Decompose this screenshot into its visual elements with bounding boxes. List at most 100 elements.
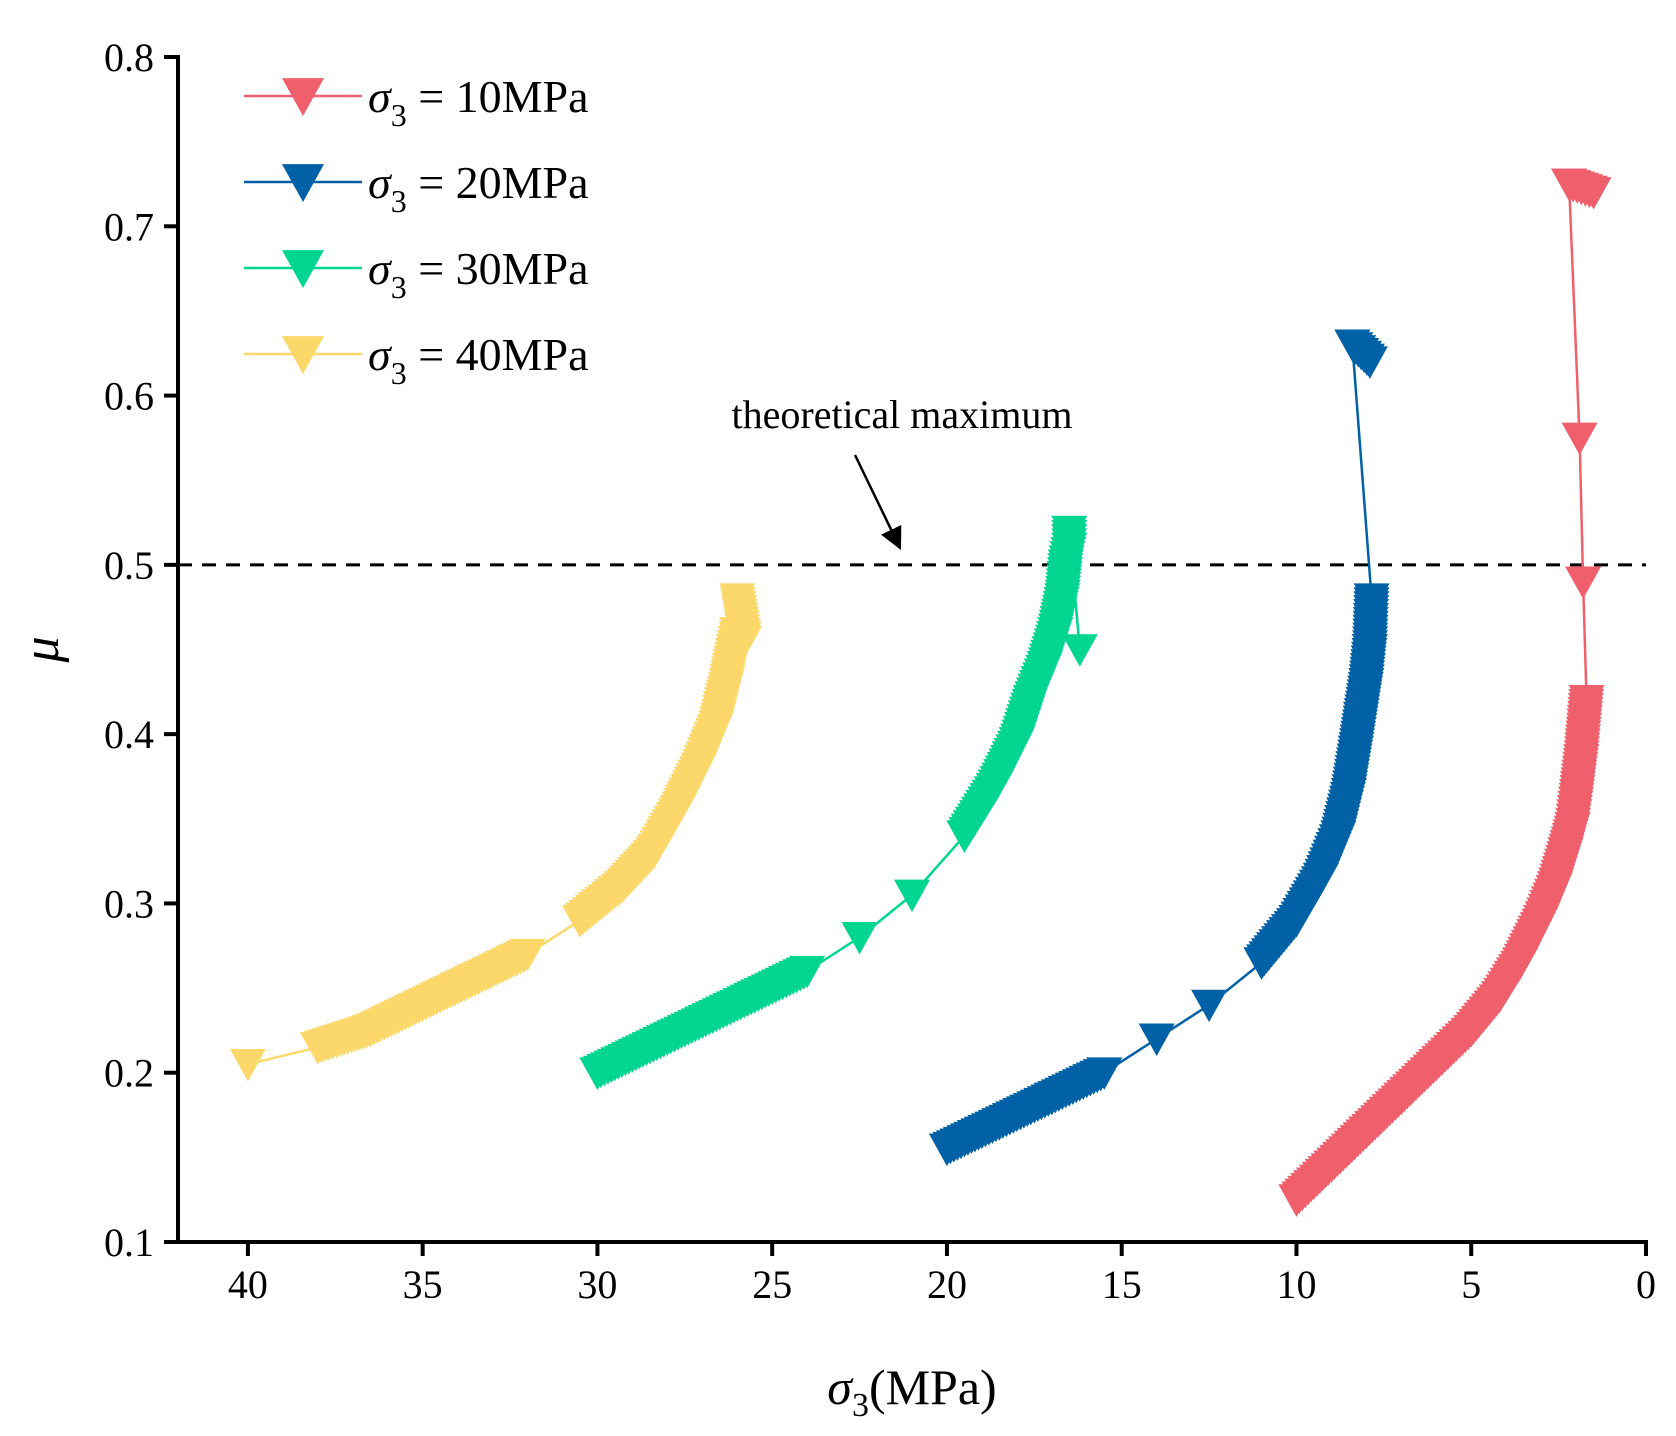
data-point bbox=[1348, 668, 1385, 701]
data-point bbox=[698, 710, 735, 743]
data-point bbox=[404, 989, 441, 1023]
y-tick-label: 0.8 bbox=[104, 35, 154, 80]
data-point bbox=[1320, 820, 1357, 853]
legend-label-subscript: 3 bbox=[391, 355, 407, 391]
data-point bbox=[1348, 1116, 1385, 1150]
data-point bbox=[352, 1015, 389, 1048]
data-point bbox=[457, 964, 494, 997]
legend-label-symbol: σ bbox=[368, 329, 393, 380]
data-point bbox=[841, 921, 878, 955]
data-point bbox=[1563, 744, 1600, 777]
data-point bbox=[981, 1108, 1018, 1141]
x-axis-label-unit: (MPa) bbox=[869, 1359, 997, 1415]
data-point bbox=[1330, 778, 1367, 811]
series-2 bbox=[928, 329, 1390, 1166]
legend-label-symbol: σ bbox=[368, 243, 393, 294]
data-point bbox=[977, 769, 1014, 803]
x-axis-ticks: 40 35 30 25 20 15 10 5 0 bbox=[228, 1242, 1656, 1307]
data-point bbox=[1383, 1082, 1420, 1116]
data-point bbox=[1551, 168, 1588, 202]
data-point bbox=[1523, 905, 1560, 938]
legend-label-symbol: σ bbox=[368, 157, 393, 208]
data-point bbox=[1278, 905, 1315, 938]
data-point bbox=[946, 820, 983, 853]
x-tick-label: 0 bbox=[1636, 1262, 1656, 1307]
data-point bbox=[1243, 947, 1280, 980]
legend-item: σ3 = 10MPa bbox=[244, 71, 589, 133]
legend-swatch-marker bbox=[282, 164, 324, 202]
x-tick-label: 10 bbox=[1276, 1262, 1316, 1307]
reference-layer: theoretical maximum bbox=[178, 392, 1646, 567]
x-tick-label: 30 bbox=[577, 1262, 617, 1307]
data-point bbox=[1537, 871, 1574, 904]
axes: 0.10.20.30.40.50.60.70.8 40 35 30 25 20 15 10 5… bbox=[13, 35, 1656, 1424]
data-point bbox=[1351, 346, 1388, 379]
data-point bbox=[1061, 634, 1098, 667]
data-point bbox=[708, 668, 745, 701]
data-point bbox=[1033, 1082, 1070, 1116]
legend-label: σ3 = 40MPa bbox=[368, 329, 589, 391]
data-point bbox=[736, 981, 773, 1014]
data-point bbox=[1044, 583, 1081, 616]
x-axis-label-subscript: 3 bbox=[852, 1387, 869, 1424]
y-tick-label: 0.2 bbox=[104, 1051, 154, 1096]
annotation-arrow bbox=[853, 454, 902, 551]
data-point bbox=[659, 795, 696, 828]
x-tick-label: 5 bbox=[1461, 1262, 1481, 1307]
legend-label: σ3 = 30MPa bbox=[368, 243, 589, 305]
theoretical-maximum-label: theoretical maximum bbox=[732, 392, 1073, 437]
legend-item: σ3 = 30MPa bbox=[244, 243, 589, 305]
data-point bbox=[684, 1006, 721, 1040]
y-axis-ticks: 0.1 0.2 0.3 0.4 0.5 0.6 0.7 0.8 bbox=[104, 35, 178, 1265]
x-tick-label: 15 bbox=[1102, 1262, 1142, 1307]
data-point bbox=[1012, 684, 1049, 718]
data-point bbox=[789, 955, 826, 989]
legend-label-value: = 40MPa bbox=[407, 329, 589, 380]
data-point bbox=[1047, 549, 1084, 582]
data-point bbox=[1547, 837, 1584, 870]
data-point bbox=[631, 1032, 668, 1065]
data-point bbox=[1026, 651, 1063, 684]
legend-label: σ3 = 10MPa bbox=[368, 71, 589, 133]
legend-swatch-marker bbox=[282, 250, 324, 288]
data-point bbox=[726, 625, 763, 659]
series-layer bbox=[229, 168, 1612, 1217]
data-point bbox=[1554, 811, 1591, 845]
x-axis-label-symbol: σ bbox=[827, 1359, 854, 1415]
x-axis-label: σ3(MPa) bbox=[827, 1359, 996, 1424]
legend-label-value: = 20MPa bbox=[407, 157, 589, 208]
data-point bbox=[579, 1057, 616, 1090]
data-point bbox=[1051, 515, 1088, 549]
y-tick-label: 0.6 bbox=[104, 374, 154, 419]
data-point bbox=[299, 1032, 336, 1065]
legend-label-symbol: σ bbox=[368, 71, 393, 122]
x-tick-label: 20 bbox=[927, 1262, 967, 1307]
data-point bbox=[1343, 701, 1380, 735]
data-point bbox=[1278, 1184, 1315, 1217]
y-tick-label: 0.7 bbox=[104, 204, 154, 249]
data-point bbox=[1191, 989, 1228, 1023]
legend-label-value: = 30MPa bbox=[407, 243, 589, 294]
data-point bbox=[1086, 1057, 1123, 1090]
y-tick-label: 0.3 bbox=[104, 881, 154, 926]
data-point bbox=[1351, 634, 1388, 667]
data-point bbox=[1313, 1150, 1350, 1183]
legend-item: σ3 = 20MPa bbox=[244, 157, 589, 219]
data-point bbox=[1302, 862, 1339, 896]
data-point bbox=[1138, 1023, 1175, 1056]
data-point bbox=[229, 1048, 266, 1082]
data-point bbox=[1037, 617, 1074, 650]
y-tick-label: 0.1 bbox=[104, 1220, 154, 1265]
data-point bbox=[561, 905, 598, 938]
data-point bbox=[719, 583, 756, 616]
x-tick-label: 35 bbox=[403, 1262, 443, 1307]
data-point bbox=[1418, 1048, 1455, 1082]
legend-label-value: = 10MPa bbox=[407, 71, 589, 122]
data-point bbox=[1453, 1015, 1490, 1048]
y-axis-label: μ bbox=[13, 636, 70, 663]
data-point bbox=[509, 938, 546, 972]
data-point bbox=[1502, 947, 1539, 980]
data-point bbox=[1353, 583, 1390, 616]
data-point bbox=[680, 752, 717, 786]
